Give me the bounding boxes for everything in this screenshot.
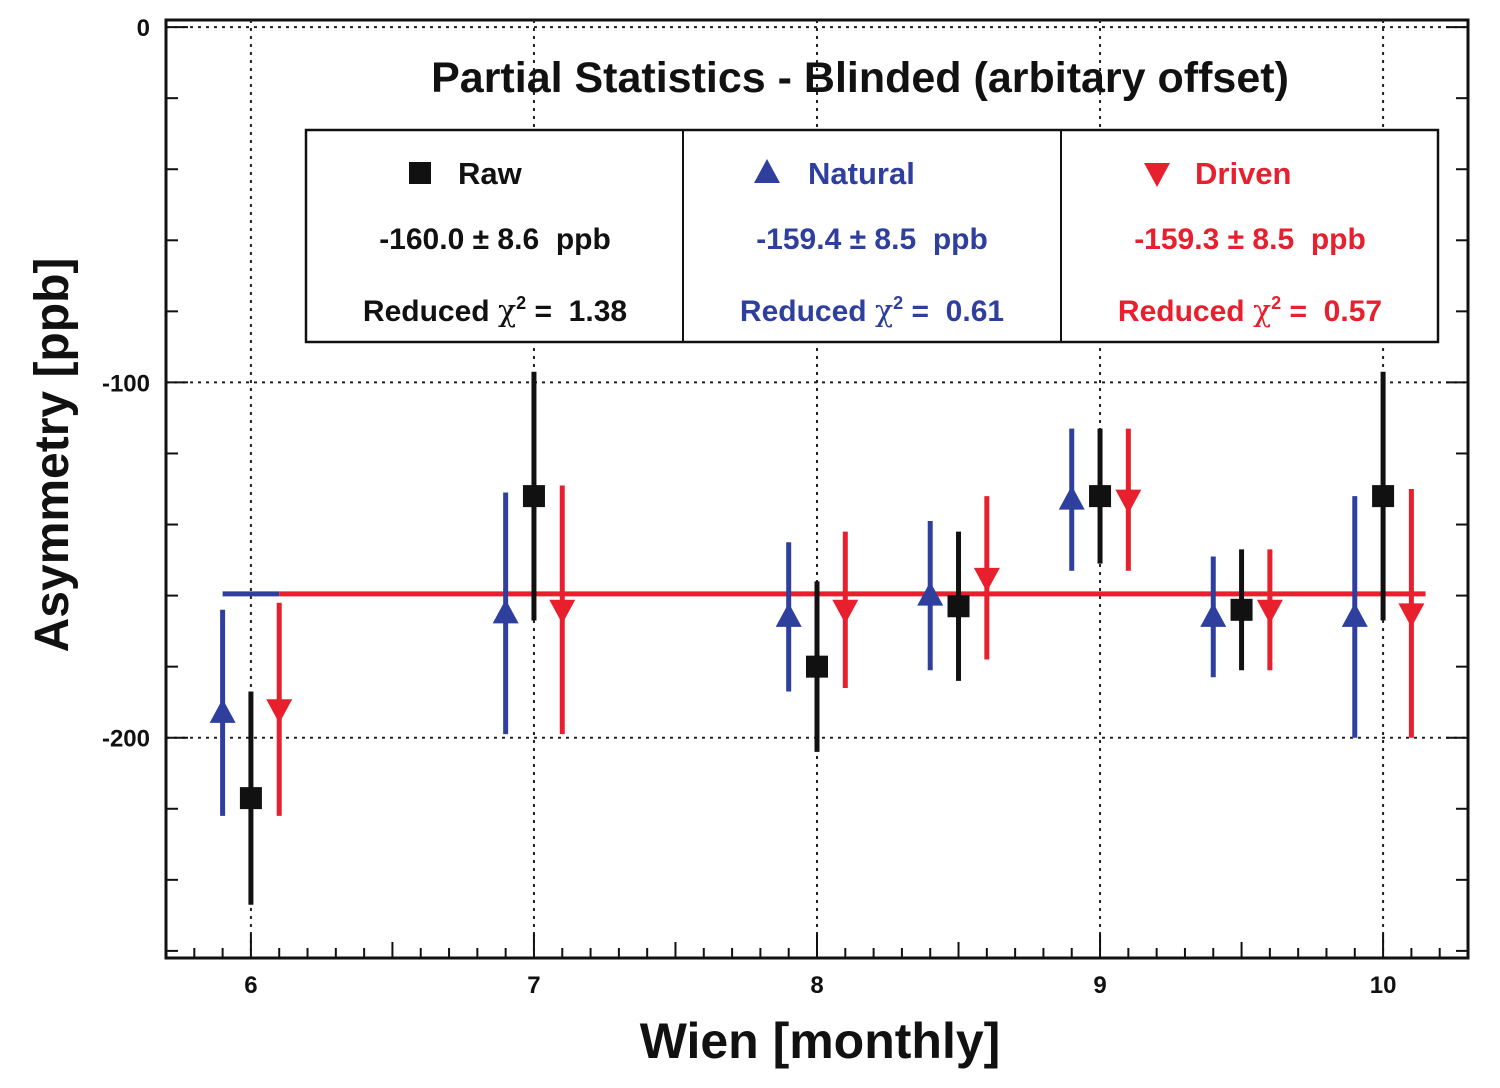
x-tick-label: 7	[527, 972, 540, 999]
raw-point	[947, 595, 970, 618]
driven-point	[1256, 599, 1283, 624]
x-tick-labels: 6 7 8 9 10	[244, 972, 1396, 999]
natural-point	[775, 602, 802, 627]
chart-title: Partial Statistics - Blinded (arbitary o…	[431, 54, 1289, 102]
y-tick-label: 0	[137, 15, 150, 42]
y-tick-label: -200	[102, 726, 150, 753]
driven-point	[1115, 489, 1142, 514]
legend-natural-fit: -159.4 ± 8.5 ppb	[756, 223, 988, 256]
driven-point	[266, 699, 293, 724]
x-tick-label: 8	[810, 972, 823, 999]
natural-point	[1058, 485, 1085, 510]
legend-driven-marker	[1144, 163, 1170, 187]
legend-driven-chi2: Reduced χ2 = 0.57	[1118, 293, 1382, 329]
y-tick-labels: 0 -100 -200	[102, 15, 150, 753]
legend-driven-fit: -159.3 ± 8.5 ppb	[1134, 223, 1366, 256]
natural-point	[492, 599, 519, 624]
x-axis-title: Wien [monthly]	[640, 1013, 1001, 1069]
x-tick-label: 9	[1093, 972, 1106, 999]
y-tick-label: -100	[102, 370, 150, 397]
axis-ticks	[166, 26, 1468, 958]
raw-point	[806, 655, 828, 678]
x-tick-label: 10	[1370, 972, 1397, 999]
driven-point	[549, 599, 576, 624]
raw-point	[522, 485, 545, 508]
legend: Raw -160.0 ± 8.6 ppb Reduced χ2 = 1.38 Natu…	[304, 128, 1440, 344]
raw-point	[1089, 485, 1112, 508]
raw-point	[1230, 598, 1253, 621]
y-axis-title: Asymmetry [ppb]	[26, 258, 79, 653]
natural-point	[209, 698, 236, 723]
natural-point	[917, 581, 944, 606]
legend-raw-name: Raw	[458, 156, 523, 191]
natural-point	[1341, 602, 1368, 627]
legend-natural-marker	[754, 159, 780, 183]
natural-point	[1200, 602, 1227, 627]
legend-raw-chi2: Reduced χ2 = 1.38	[363, 293, 627, 329]
x-tick-label: 6	[244, 972, 257, 999]
legend-natural-chi2: Reduced χ2 = 0.61	[740, 293, 1004, 329]
raw-point	[1372, 485, 1395, 508]
driven-point	[1398, 603, 1425, 628]
legend-raw-marker	[409, 162, 431, 184]
data-points	[209, 371, 1425, 905]
legend-raw-fit: -160.0 ± 8.6 ppb	[379, 223, 611, 256]
driven-point	[973, 567, 1000, 592]
legend-box	[304, 128, 1440, 344]
raw-point	[239, 787, 262, 810]
driven-point	[832, 599, 859, 624]
legend-natural-name: Natural	[808, 156, 915, 191]
legend-driven-name: Driven	[1195, 156, 1291, 191]
